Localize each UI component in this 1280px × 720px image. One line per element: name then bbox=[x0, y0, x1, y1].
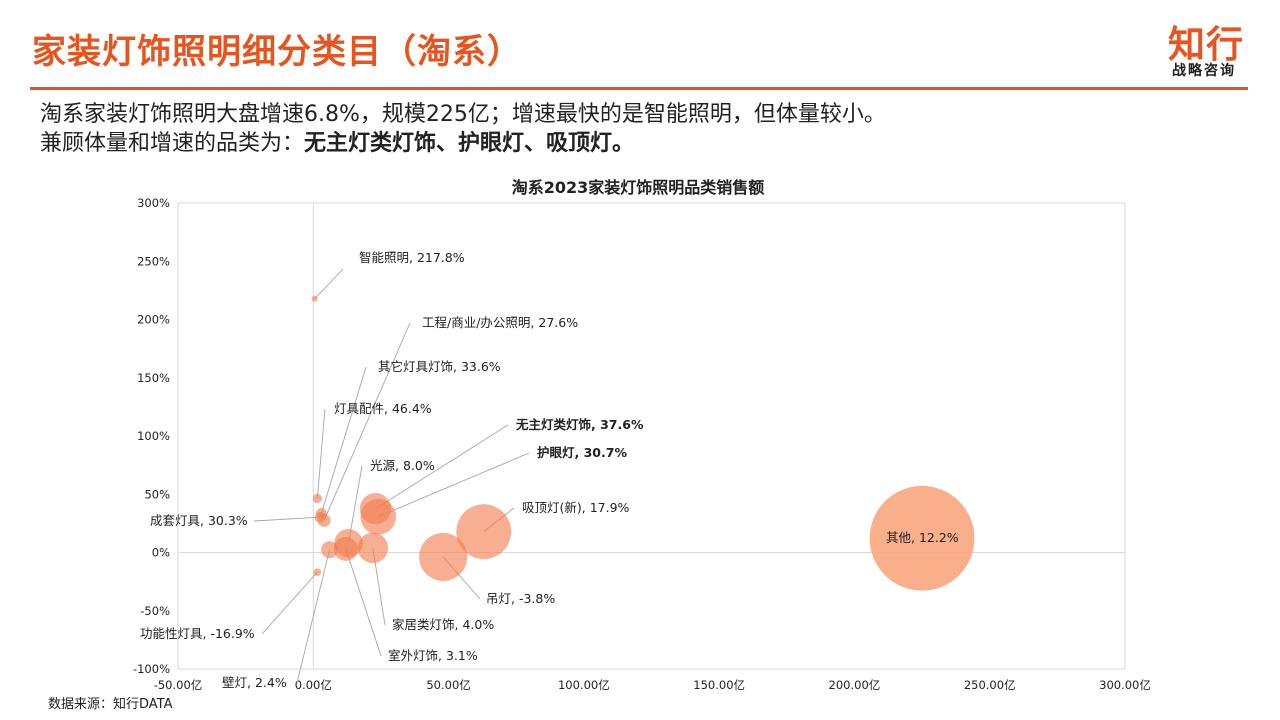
leader-line bbox=[261, 571, 318, 635]
data-labels: 智能照明, 217.8% 工程/商业/办公照明, 27.6% 其它灯具灯饰, 33.… bbox=[140, 250, 959, 690]
y-tick-label: 50% bbox=[144, 487, 170, 501]
x-tick-label: 150.00亿 bbox=[693, 678, 745, 692]
x-tick-label: 0.00亿 bbox=[295, 678, 332, 692]
x-tick-label: 200.00亿 bbox=[829, 678, 881, 692]
chart-grid: -100% -50% 0% 50% 100% 150% 200% 250% 300% -50.00… bbox=[133, 196, 1151, 692]
y-tick-label: 300% bbox=[137, 196, 170, 210]
data-label: 家居类灯饰, 4.0% bbox=[392, 617, 494, 632]
bubble-灯具配件 bbox=[312, 493, 322, 504]
x-tick-label: -50.00亿 bbox=[154, 678, 203, 692]
bubble-功能性灯具 bbox=[313, 568, 322, 576]
data-label: 壁灯, 2.4% bbox=[222, 675, 287, 690]
data-label: 吊灯, -3.8% bbox=[486, 591, 555, 606]
data-label: 无主灯类灯饰, 37.6% bbox=[515, 417, 644, 432]
leader-line bbox=[378, 452, 530, 518]
leader-line bbox=[314, 268, 344, 300]
y-tick-label: -100% bbox=[133, 662, 170, 676]
leader-line bbox=[345, 548, 382, 657]
x-tick-label: 300.00亿 bbox=[1099, 678, 1151, 692]
y-tick-label: 200% bbox=[137, 313, 170, 327]
bubble-无主灯类灯饰 bbox=[359, 493, 392, 525]
y-tick-label: 250% bbox=[137, 254, 170, 268]
y-tick-label: 100% bbox=[137, 429, 170, 443]
x-tick-label: 250.00亿 bbox=[964, 678, 1016, 692]
y-tick-label: 0% bbox=[152, 546, 170, 560]
summary-line-2-highlight: 无主灯类灯饰、护眼灯、吸顶灯。 bbox=[304, 131, 635, 156]
page-title: 家装灯饰照明细分类目（淘系） bbox=[32, 32, 522, 72]
x-tick-label: 50.00亿 bbox=[426, 678, 470, 692]
data-label: 灯具配件, 46.4% bbox=[334, 401, 432, 416]
summary-text: 淘系家装灯饰照明大盘增速6.8%，规模225亿；增速最快的是智能照明，但体量较小… bbox=[40, 100, 886, 158]
leader-line bbox=[296, 549, 330, 684]
data-label: 成套灯具, 30.3% bbox=[150, 513, 248, 528]
bubble-壁灯 bbox=[321, 541, 339, 559]
data-label: 工程/商业/办公照明, 27.6% bbox=[422, 315, 578, 330]
y-tick-label: -50% bbox=[140, 604, 170, 618]
summary-line-1: 淘系家装灯饰照明大盘增速6.8%，规模225亿；增速最快的是智能照明，但体量较小… bbox=[40, 102, 886, 127]
bubble-智能照明 bbox=[311, 295, 318, 302]
data-label: 光源, 8.0% bbox=[370, 458, 435, 473]
bubble-吸顶灯-新- bbox=[456, 504, 512, 560]
bubble-其他 bbox=[869, 485, 975, 591]
summary-line-2: 兼顾体量和增速的品类为：无主灯类灯饰、护眼灯、吸顶灯。 bbox=[40, 129, 886, 158]
logo-subtitle: 战略咨询 bbox=[1172, 63, 1236, 79]
bubbles bbox=[311, 295, 975, 591]
data-label: 其他, 12.2% bbox=[886, 530, 959, 545]
leader-lines bbox=[253, 268, 530, 684]
bubble-成套灯具 bbox=[314, 511, 326, 523]
leader-line bbox=[316, 408, 326, 499]
bubble-室外灯饰 bbox=[333, 536, 358, 561]
bubble-吊灯 bbox=[419, 532, 468, 581]
data-label: 护眼灯, 30.7% bbox=[537, 445, 627, 460]
leader-line bbox=[320, 366, 367, 514]
plot-area-border bbox=[177, 202, 1126, 670]
logo-text: 知行 bbox=[1168, 23, 1244, 66]
data-label: 吸顶灯(新), 17.9% bbox=[522, 500, 630, 515]
leader-line bbox=[323, 322, 411, 521]
title-divider bbox=[30, 87, 1248, 90]
data-label: 功能性灯具, -16.9% bbox=[140, 626, 255, 641]
chart-title: 淘系2023家装灯饰照明品类销售额 bbox=[512, 178, 765, 197]
data-label: 智能照明, 217.8% bbox=[359, 250, 465, 265]
leader-line bbox=[375, 424, 509, 510]
bubble-家居类灯饰 bbox=[357, 532, 389, 564]
data-label: 室外灯饰, 3.1% bbox=[388, 648, 478, 663]
leader-line bbox=[253, 516, 321, 522]
data-source-note: 数据来源：知行DATA bbox=[48, 697, 173, 712]
y-tick-label: 150% bbox=[137, 371, 170, 385]
x-tick-label: 100.00亿 bbox=[558, 678, 610, 692]
data-label: 其它灯具灯饰, 33.6% bbox=[378, 359, 501, 374]
summary-line-2-prefix: 兼顾体量和增速的品类为： bbox=[40, 131, 305, 156]
